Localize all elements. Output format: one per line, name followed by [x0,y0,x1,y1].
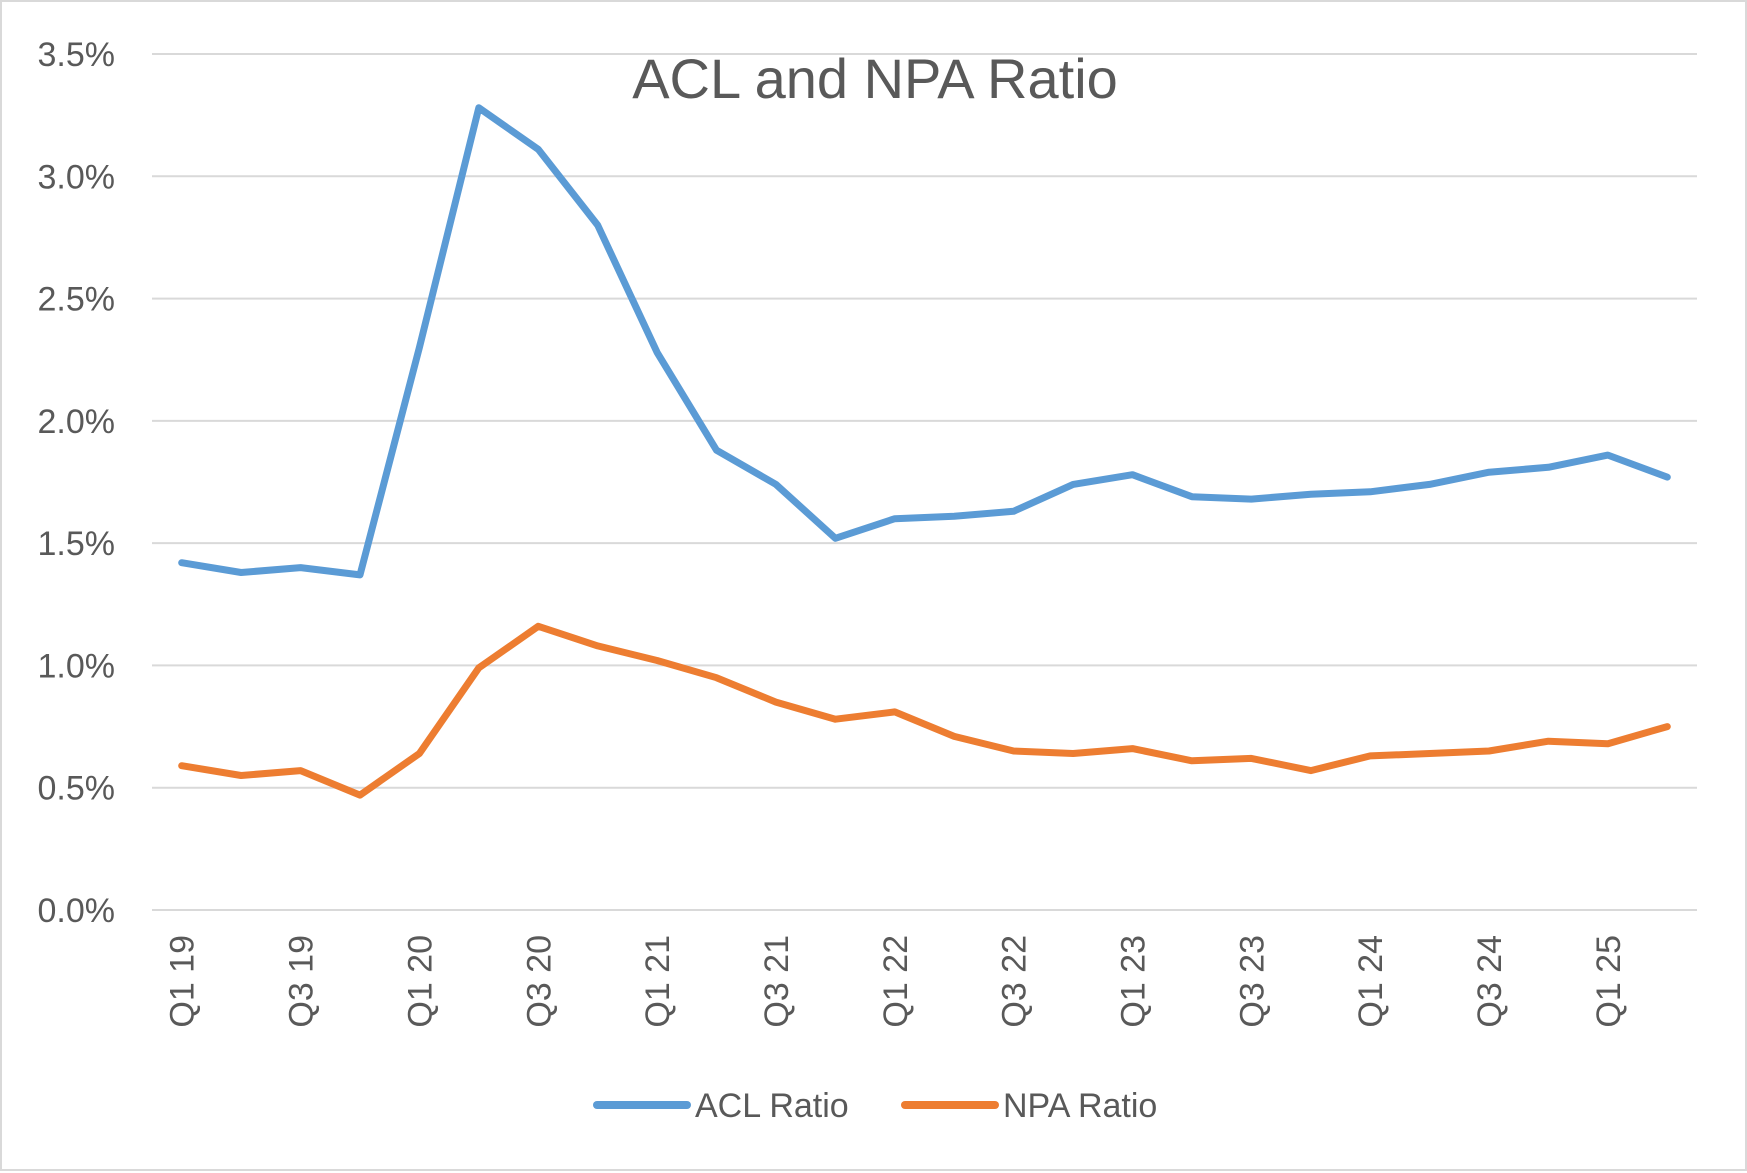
x-axis-tick-labels: Q1 19 Q3 19 Q1 20 Q3 20 Q1 21 Q3 21 Q1 22 Q3 22… [164,935,1628,1028]
x-tick-label: Q1 22 [877,935,915,1028]
y-tick-label: 3.5% [38,36,116,74]
x-tick-label: Q3 23 [1233,935,1271,1028]
x-tick-label: Q1 19 [164,935,202,1028]
x-tick-label: Q1 23 [1114,935,1152,1028]
x-tick-label: Q3 22 [996,935,1034,1028]
x-tick-label: Q3 21 [758,935,796,1028]
y-tick-label: 0.5% [38,770,116,808]
x-tick-label: Q1 24 [1352,935,1390,1028]
x-tick-label: Q1 21 [639,935,677,1028]
y-axis-tick-labels: 0.0% 0.5% 1.0% 1.5% 2.0% 2.5% 3.0% 3.5% [38,36,116,930]
x-tick-label: Q3 19 [283,935,321,1028]
x-tick-label: Q3 24 [1471,935,1509,1028]
y-tick-label: 1.0% [38,647,116,685]
legend: ACL Ratio NPA Ratio [597,1087,1157,1125]
x-tick-label: Q3 20 [520,935,558,1028]
x-tick-label: Q1 25 [1590,935,1628,1028]
legend-label-npa-ratio: NPA Ratio [1003,1087,1157,1125]
series-lines [182,108,1668,795]
y-tick-label: 2.5% [38,281,116,319]
chart-title: ACL and NPA Ratio [632,47,1118,110]
x-tick-label: Q1 20 [401,935,439,1028]
y-tick-label: 0.0% [38,892,116,930]
legend-label-acl-ratio: ACL Ratio [695,1087,849,1125]
y-tick-label: 2.0% [38,403,116,441]
y-tick-label: 1.5% [38,525,116,563]
series-line-npa-ratio [182,626,1668,795]
series-line-acl-ratio [182,108,1668,575]
y-tick-label: 3.0% [38,158,116,196]
